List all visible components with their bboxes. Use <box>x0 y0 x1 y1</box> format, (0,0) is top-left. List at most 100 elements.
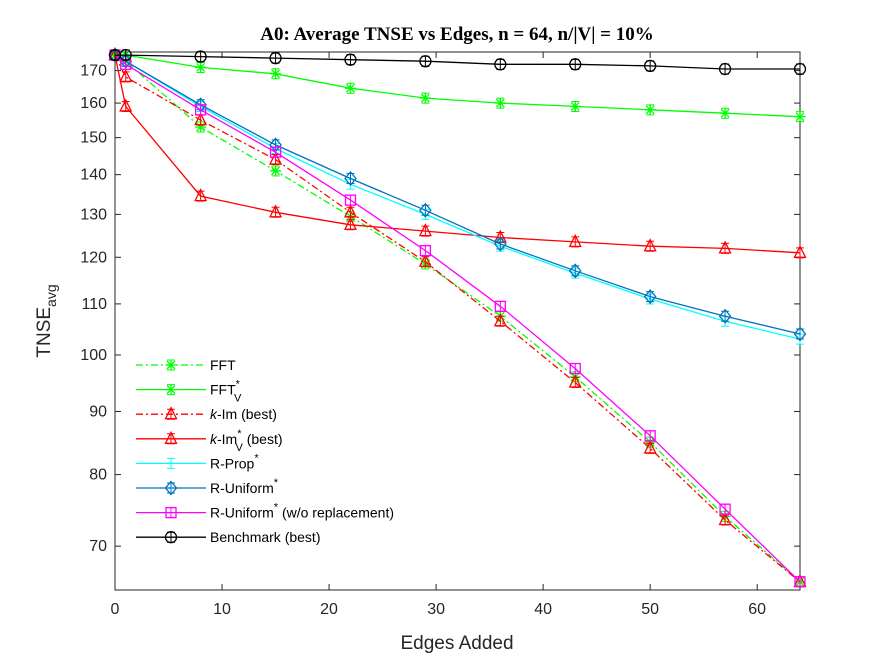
error-bar <box>796 328 804 340</box>
legend-marker <box>165 506 177 519</box>
data-point <box>568 374 582 388</box>
data-point <box>494 300 506 312</box>
legend-label: FFT <box>210 357 236 373</box>
data-point <box>644 104 656 116</box>
data-point <box>718 512 732 526</box>
data-point <box>569 362 581 375</box>
data-point <box>793 62 807 76</box>
legend-label: FFT* V <box>210 379 242 405</box>
legend-label: R-Uniform* <box>210 477 279 496</box>
data-point <box>268 151 283 165</box>
legend-item: R-Uniform* (w/o replacement) <box>136 502 394 521</box>
x-tick-label: 30 <box>427 601 445 618</box>
data-point <box>343 216 358 230</box>
legend-error-bar <box>167 457 175 469</box>
legend-marker <box>165 384 177 396</box>
x-tick-label: 0 <box>111 601 120 618</box>
y-axis-label-sub: avg <box>43 284 59 307</box>
data-point <box>794 111 806 123</box>
legend-item: FFT <box>136 357 236 373</box>
legend-label: k-Im (best) <box>210 406 277 422</box>
y-tick-label: 120 <box>80 249 107 266</box>
data-series <box>108 47 807 588</box>
y-tick-label: 100 <box>80 347 107 364</box>
series-3 <box>108 47 807 259</box>
data-point <box>643 440 657 454</box>
x-tick-label: 40 <box>534 601 552 618</box>
y-tick-label: 90 <box>89 403 107 420</box>
y-axis-label-main: TNSE <box>34 307 55 358</box>
data-point <box>643 238 657 252</box>
data-point <box>119 98 133 112</box>
legend-label: Benchmark (best) <box>210 529 321 545</box>
series-7 <box>108 48 807 76</box>
data-point <box>568 233 582 248</box>
error-bar <box>721 310 730 322</box>
legend-item: R-Uniform* <box>136 477 279 496</box>
y-tick-label: 160 <box>80 95 107 112</box>
legend-marker <box>165 359 177 371</box>
legend-marker <box>164 430 178 444</box>
error-bar <box>496 238 505 250</box>
data-point <box>419 55 432 68</box>
data-point <box>195 121 207 133</box>
data-point <box>568 263 582 279</box>
legend-marker <box>164 480 178 496</box>
y-tick-label: 170 <box>80 63 107 80</box>
plot-area <box>114 51 801 591</box>
data-point <box>194 188 208 202</box>
data-point <box>719 503 731 515</box>
x-tick-label: 10 <box>213 601 231 618</box>
data-point <box>119 68 133 83</box>
data-point <box>569 100 581 112</box>
legend: FFT FFT* Vk-Im (best) k-Im* V (best)R-Prop* R… <box>136 357 394 545</box>
legend-label: k-Im* V (best) <box>210 428 283 454</box>
data-point <box>494 97 506 109</box>
data-point <box>195 61 207 73</box>
data-point <box>419 92 431 104</box>
data-point <box>194 104 207 116</box>
data-point <box>268 204 283 218</box>
y-tick-label: 80 <box>89 467 107 484</box>
data-point <box>643 289 657 305</box>
data-point <box>793 326 807 342</box>
data-point <box>418 253 432 267</box>
data-point <box>270 165 282 177</box>
data-point <box>418 223 432 237</box>
data-point <box>344 82 356 94</box>
data-point <box>493 236 507 252</box>
y-tick-label: 70 <box>89 538 107 555</box>
data-point <box>494 58 507 71</box>
data-point <box>419 244 432 257</box>
data-point <box>644 430 656 442</box>
legend-item: FFT* V <box>136 379 242 405</box>
legend-item: Benchmark (best) <box>136 529 321 545</box>
data-point <box>344 53 357 66</box>
legend-item: k-Im* V (best) <box>136 428 283 454</box>
data-point <box>644 59 657 73</box>
error-bar <box>571 265 580 277</box>
data-point <box>718 308 732 324</box>
y-tick-label: 110 <box>81 296 107 313</box>
data-point <box>269 146 282 158</box>
legend-error-bar <box>167 482 175 494</box>
x-tick-label: 60 <box>748 601 766 618</box>
y-tick-label: 130 <box>80 206 107 223</box>
axes: 0 10 20 30 40 50 60 70 80 90 100 110 120 130 140 150 160… <box>80 52 800 618</box>
data-point <box>794 576 806 588</box>
data-point <box>194 112 208 126</box>
series-5 <box>108 47 807 342</box>
data-point <box>793 244 807 258</box>
legend-item: k-Im (best) <box>136 406 277 422</box>
error-bar <box>421 204 430 216</box>
data-point <box>119 48 132 62</box>
x-axis-label: Edges Added <box>400 633 513 654</box>
data-point <box>344 194 357 206</box>
data-point <box>344 170 357 186</box>
x-tick-label: 50 <box>641 601 659 618</box>
legend-label: R-Uniform* (w/o replacement) <box>210 502 394 521</box>
data-point <box>719 107 731 119</box>
data-point <box>269 51 282 65</box>
y-axis-label: TNSEavg <box>34 284 59 357</box>
